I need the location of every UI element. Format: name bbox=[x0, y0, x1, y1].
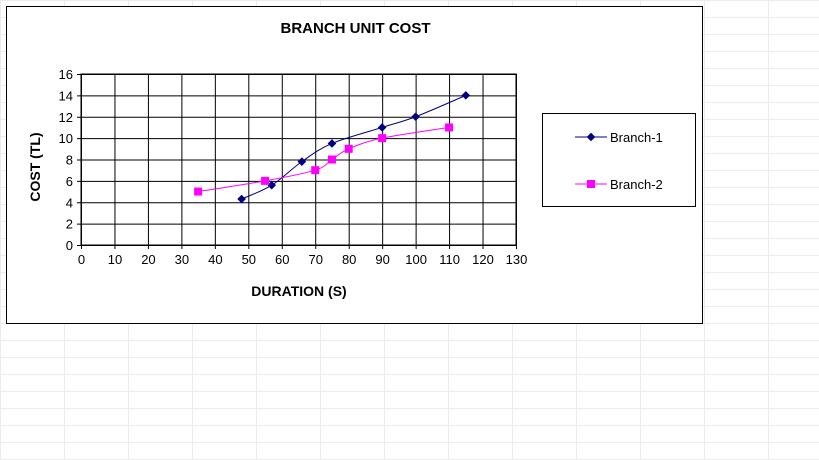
data-point-branch-1 bbox=[297, 157, 307, 166]
y-tick-label: 10 bbox=[59, 131, 73, 146]
y-tick-label: 14 bbox=[59, 88, 73, 103]
x-tick-label: 70 bbox=[308, 252, 322, 267]
x-tick-label: 130 bbox=[506, 252, 528, 267]
chart-area[interactable]: 0 10 20 30 40 50 60 70 80 90 100 110 120 130 0 2 4 6 8 10 12… bbox=[6, 6, 703, 324]
y-tick-label: 6 bbox=[66, 174, 73, 189]
legend-swatch-diamond-icon bbox=[575, 132, 607, 142]
x-axis-title: DURATION (S) bbox=[251, 283, 347, 299]
legend-label-branch-1: Branch-1 bbox=[610, 129, 663, 145]
chart-canvas: 0 10 20 30 40 50 60 70 80 90 100 110 120 130 0 2 4 6 8 10 12… bbox=[59, 67, 528, 267]
legend-label-branch-2: Branch-2 bbox=[610, 176, 663, 192]
legend-swatch-square-icon bbox=[575, 180, 607, 188]
data-point-branch-2 bbox=[311, 166, 320, 175]
data-point-branch-2 bbox=[344, 144, 353, 153]
x-tick-label: 0 bbox=[78, 252, 85, 267]
data-point-branch-1 bbox=[377, 123, 387, 132]
y-axis-title: COST (TL) bbox=[27, 132, 43, 202]
legend-marker bbox=[587, 180, 595, 188]
x-tick-label: 100 bbox=[405, 252, 427, 267]
x-tick-label: 50 bbox=[242, 252, 256, 267]
x-tick-label: 40 bbox=[208, 252, 222, 267]
legend-marker bbox=[586, 132, 596, 142]
y-tick-label: 12 bbox=[59, 110, 73, 125]
data-point-branch-2 bbox=[445, 123, 454, 132]
x-tick-label: 80 bbox=[342, 252, 356, 267]
legend-item-branch-2: Branch-2 bbox=[575, 176, 663, 192]
x-tick-label: 90 bbox=[375, 252, 389, 267]
data-point-branch-2 bbox=[378, 134, 387, 143]
x-tick-label: 20 bbox=[141, 252, 155, 267]
x-tick-label: 30 bbox=[175, 252, 189, 267]
data-point-branch-1 bbox=[237, 194, 246, 204]
x-tick-label: 120 bbox=[472, 252, 494, 267]
y-tick-label: 4 bbox=[66, 195, 73, 210]
y-tick-label: 2 bbox=[66, 217, 73, 232]
data-point-branch-1 bbox=[327, 139, 337, 148]
x-tick-label: 60 bbox=[275, 252, 289, 267]
data-point-branch-2 bbox=[327, 155, 336, 164]
x-tick-label: 110 bbox=[439, 252, 460, 267]
data-point-branch-2 bbox=[261, 176, 270, 185]
data-point-branch-1 bbox=[461, 91, 471, 100]
legend-item-branch-1: Branch-1 bbox=[575, 129, 663, 145]
data-point-branch-1 bbox=[411, 112, 420, 122]
data-point-branch-2 bbox=[194, 187, 203, 196]
x-tick-label: 10 bbox=[108, 252, 122, 267]
y-tick-label: 16 bbox=[59, 67, 73, 82]
y-tick-label: 8 bbox=[66, 153, 73, 168]
legend[interactable]: Branch-1 Branch-2 bbox=[542, 113, 696, 207]
y-tick-label: 0 bbox=[66, 238, 73, 253]
chart-title: BRANCH UNIT COST bbox=[280, 20, 431, 37]
data-point-branch-1 bbox=[267, 180, 277, 190]
